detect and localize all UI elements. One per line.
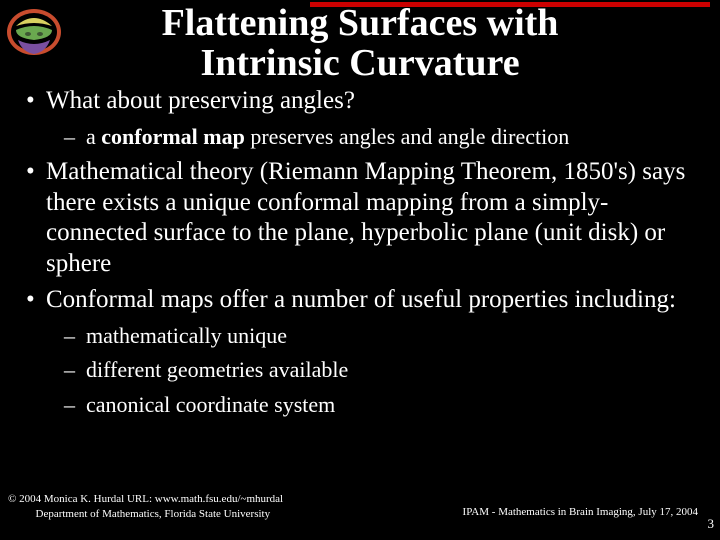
page-number: 3 [708, 516, 715, 532]
title-bar: Flattening Surfaces with Intrinsic Curva… [0, 0, 720, 90]
bullet-text: Mathematical theory (Riemann Mapping The… [46, 158, 685, 277]
slide: Flattening Surfaces with Intrinsic Curva… [0, 0, 720, 540]
bullet-item: What about preserving angles? [20, 86, 700, 117]
slide-body: What about preserving angles? a conforma… [20, 86, 700, 425]
bullet-text-post: preserves angles and angle direction [245, 124, 569, 149]
bullet-item: Conformal maps offer a number of useful … [20, 285, 700, 316]
sub-bullet-item: mathematically unique [20, 322, 700, 351]
sub-bullet-item: canonical coordinate system [20, 391, 700, 420]
bullet-text: different geometries available [86, 357, 348, 382]
bullet-text-pre: a [86, 124, 101, 149]
slide-title: Flattening Surfaces with Intrinsic Curva… [0, 4, 720, 84]
title-line-2: Intrinsic Curvature [200, 42, 519, 84]
bullet-text-bold: conformal map [101, 124, 245, 149]
department-text: Department of Mathematics, Florida State… [36, 508, 271, 520]
bullet-text: mathematically unique [86, 323, 287, 348]
footer-right: IPAM - Mathematics in Brain Imaging, Jul… [463, 506, 698, 518]
title-line-1: Flattening Surfaces with [162, 2, 559, 44]
bullet-text: canonical coordinate system [86, 392, 335, 417]
sub-bullet-item: a conformal map preserves angles and ang… [20, 123, 700, 152]
event-text: IPAM - Mathematics in Brain Imaging, Jul… [463, 506, 698, 518]
bullet-item: Mathematical theory (Riemann Mapping The… [20, 157, 700, 279]
slide-footer: © 2004 Monica K. Hurdal URL: www.math.fs… [0, 494, 720, 534]
copyright-text: © 2004 Monica K. Hurdal URL: www.math.fs… [8, 493, 283, 505]
bullet-text: Conformal maps offer a number of useful … [46, 286, 676, 313]
footer-left: © 2004 Monica K. Hurdal URL: www.math.fs… [8, 492, 283, 522]
sub-bullet-item: different geometries available [20, 356, 700, 385]
bullet-text: What about preserving angles? [46, 87, 355, 114]
